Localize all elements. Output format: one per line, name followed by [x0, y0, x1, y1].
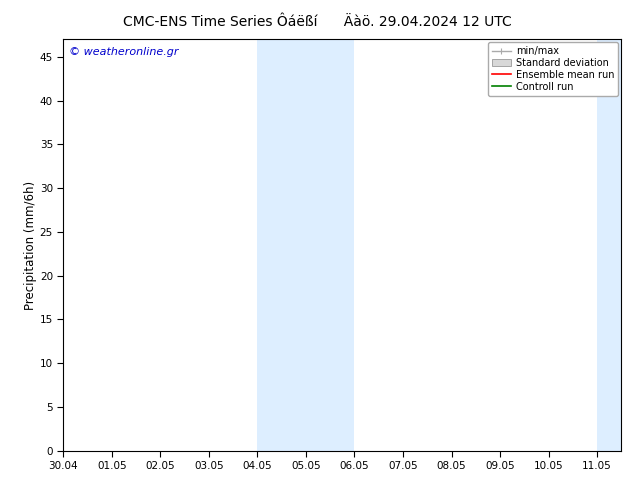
Bar	[257, 39, 306, 451]
Text: © weatheronline.gr: © weatheronline.gr	[69, 48, 179, 57]
Bar	[306, 39, 354, 451]
Y-axis label: Precipitation (mm/6h): Precipitation (mm/6h)	[24, 180, 37, 310]
Bar	[597, 39, 634, 451]
Text: CMC-ENS Time Series Ôáëßí      Äàö. 29.04.2024 12 UTC: CMC-ENS Time Series Ôáëßí Äàö. 29.04.202…	[122, 15, 512, 29]
Legend: min/max, Standard deviation, Ensemble mean run, Controll run: min/max, Standard deviation, Ensemble me…	[488, 42, 618, 96]
